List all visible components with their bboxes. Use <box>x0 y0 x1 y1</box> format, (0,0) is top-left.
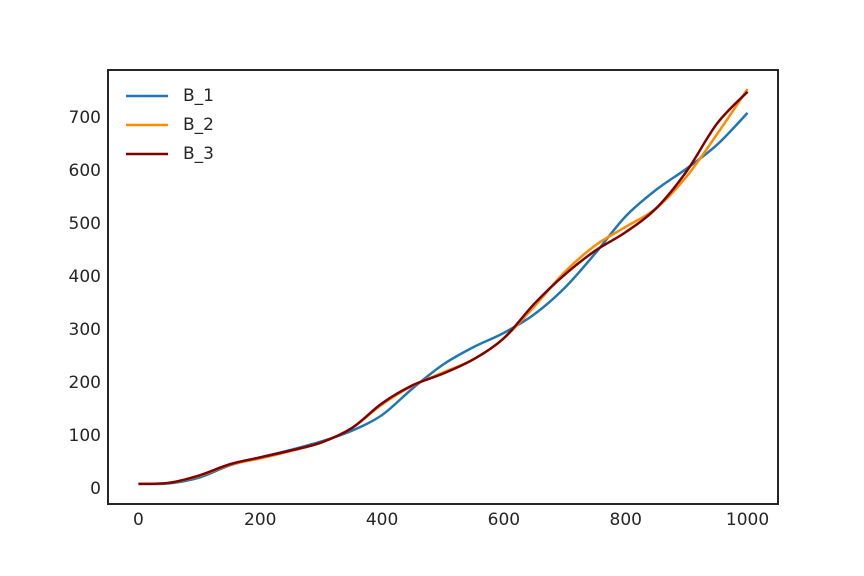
y-tick-label: 400 <box>69 267 101 287</box>
x-tick-label: 200 <box>244 510 276 530</box>
legend-label: B_2 <box>183 115 214 135</box>
y-tick-label: 500 <box>69 214 101 234</box>
line-series <box>138 90 749 486</box>
legend-label: B_1 <box>183 86 214 106</box>
y-tick-label: 600 <box>69 161 101 181</box>
y-tick-label: 0 <box>90 479 101 499</box>
legend-label: B_3 <box>183 144 214 164</box>
y-tick-label: 700 <box>69 108 101 128</box>
x-tick-label: 400 <box>366 510 398 530</box>
y-tick-label: 300 <box>69 320 101 340</box>
x-tick-label: 1000 <box>726 510 769 530</box>
plot-frame <box>107 69 779 505</box>
y-tick-label: 100 <box>69 426 101 446</box>
y-tick-label: 200 <box>69 373 101 393</box>
x-tick-label: 0 <box>133 510 144 530</box>
x-tick-label: 600 <box>488 510 520 530</box>
x-tick-label: 800 <box>610 510 642 530</box>
